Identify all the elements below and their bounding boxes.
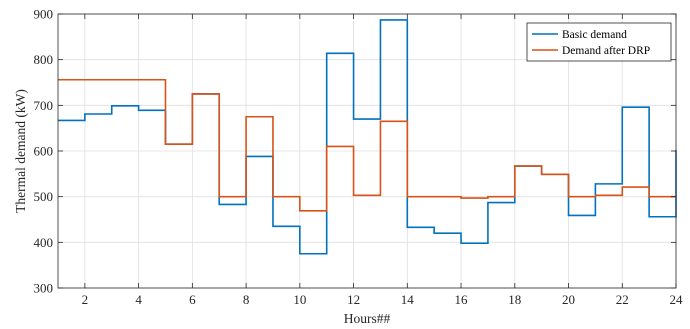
x-axis-title: Hours## <box>344 311 391 326</box>
x-tick-label: 16 <box>455 292 469 307</box>
y-tick-label: 400 <box>34 235 54 250</box>
y-tick-label: 700 <box>34 98 54 113</box>
x-tick-label: 18 <box>508 292 521 307</box>
x-tick-label: 22 <box>616 292 629 307</box>
x-tick-label: 2 <box>82 292 89 307</box>
y-tick-label: 500 <box>34 189 54 204</box>
x-tick-label: 6 <box>189 292 196 307</box>
x-tick-label: 12 <box>347 292 360 307</box>
x-tick-label: 8 <box>243 292 250 307</box>
series-line-demand-after-drp <box>58 78 676 212</box>
legend-box <box>526 22 672 62</box>
ticks-group: 2 4 6 8 10 12 14 16 18 20 22 2430040050060070080090… <box>34 7 684 308</box>
y-tick-label: 300 <box>34 281 54 296</box>
y-tick-label: 800 <box>34 52 54 67</box>
x-tick-label: 4 <box>135 292 142 307</box>
y-tick-label: 900 <box>34 7 54 22</box>
legend: Basic demand Demand after DRP <box>526 22 672 62</box>
x-tick-label: 10 <box>293 292 306 307</box>
legend-label: Basic demand <box>562 29 627 41</box>
y-axis-title: Thermal demand (kW) <box>13 89 28 213</box>
y-tick-label: 600 <box>34 144 54 159</box>
x-tick-label: 14 <box>401 292 415 307</box>
x-tick-label: 20 <box>562 292 575 307</box>
series-group <box>58 19 677 255</box>
legend-label: Demand after DRP <box>562 45 650 57</box>
x-tick-label: 24 <box>670 292 684 307</box>
